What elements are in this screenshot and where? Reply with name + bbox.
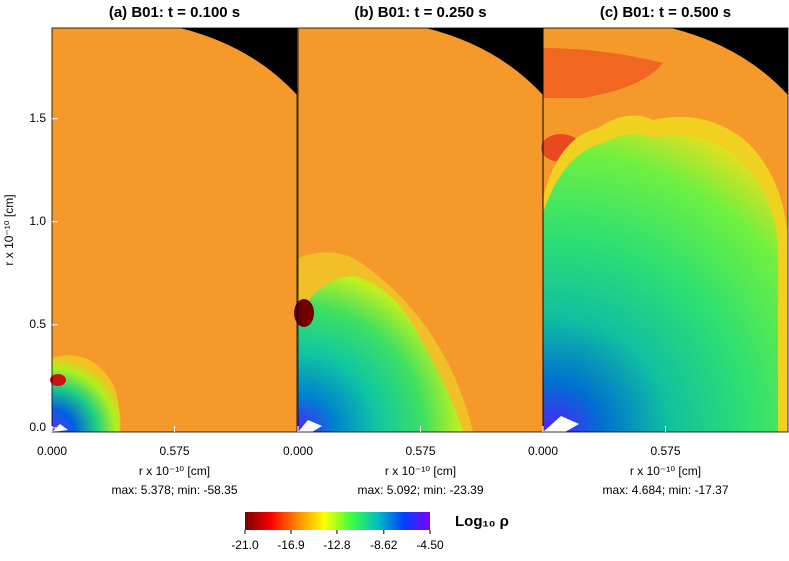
panel-image — [541, 28, 788, 432]
colorbar-label: Log₁₀ ρ — [455, 513, 509, 530]
panel-title: (c) B01: t = 0.500 s — [600, 4, 731, 21]
colorbar-tick-label: -12.8 — [323, 538, 351, 552]
colorbar-tick-label: -8.62 — [370, 538, 398, 552]
colorbar — [245, 512, 430, 530]
x-axis-label: r x 10⁻¹⁰ [cm] — [385, 464, 456, 478]
x-tick-label: 0.000 — [37, 444, 67, 458]
x-tick-label: 0.575 — [405, 444, 435, 458]
y-tick-label: 0.0 — [29, 420, 46, 434]
y-axis-label: r x 10⁻¹⁰ [cm] — [2, 194, 16, 265]
x-axis-label: r x 10⁻¹⁰ [cm] — [630, 464, 701, 478]
colorbar-tick-label: -4.50 — [416, 538, 444, 552]
x-tick-label: 0.000 — [283, 444, 313, 458]
y-tick-label: 1.0 — [29, 214, 46, 228]
y-tick-label: 0.5 — [29, 317, 46, 331]
stats-text: max: 5.092; min: -23.39 — [357, 483, 483, 497]
panel-title: (a) B01: t = 0.100 s — [109, 4, 240, 21]
panel-image — [50, 28, 297, 432]
panel-image — [294, 28, 543, 432]
stats-text: max: 4.684; min: -17.37 — [602, 483, 728, 497]
colorbar-tick-label: -21.0 — [231, 538, 259, 552]
stats-text: max: 5.378; min: -58.35 — [111, 483, 237, 497]
panel-title: (b) B01: t = 0.250 s — [354, 4, 486, 21]
colorbar-tick-label: -16.9 — [277, 538, 305, 552]
x-tick-label: 0.575 — [159, 444, 189, 458]
y-tick-label: 1.5 — [29, 111, 46, 125]
x-tick-label: 0.575 — [650, 444, 680, 458]
x-axis-label: r x 10⁻¹⁰ [cm] — [139, 464, 210, 478]
x-tick-label: 0.000 — [528, 444, 558, 458]
